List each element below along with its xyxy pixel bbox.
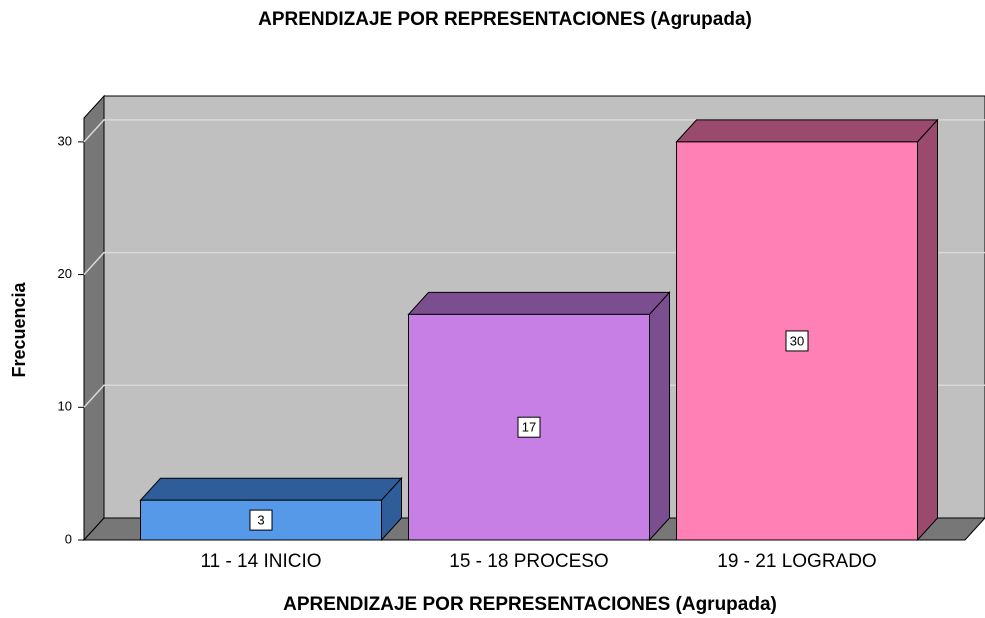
x-tick-label: 15 - 18 PROCESO — [449, 551, 608, 572]
y-tick-label: 10 — [58, 399, 72, 414]
bar-side — [649, 291, 670, 542]
y-tick-label: 30 — [58, 133, 72, 148]
y-axis-label: Frecuencia — [9, 281, 29, 377]
data-label-box — [249, 509, 273, 531]
data-label: 17 — [522, 420, 536, 435]
bar-top — [407, 291, 671, 315]
data-label: 30 — [790, 333, 804, 348]
data-label: 3 — [257, 513, 264, 528]
data-label-box — [785, 330, 809, 352]
x-tick-label: 11 - 14 INICIO — [200, 551, 321, 572]
data-label-box — [517, 416, 541, 438]
x-axis-label: APRENDIZAJE POR REPRESENTACIONES (Agrupa… — [283, 594, 777, 615]
chart-title: APRENDIZAJE POR REPRESENTACIONES (Agrupa… — [258, 9, 752, 30]
x-tick-label: 19 - 21 LOGRADO — [717, 551, 876, 572]
bar-top — [675, 119, 939, 143]
bar-top — [139, 477, 403, 501]
bar-side — [917, 118, 938, 542]
y-tick-label: 20 — [58, 266, 72, 281]
left-wall — [83, 94, 105, 542]
grid-line — [83, 119, 985, 143]
y-tick-label: 0 — [65, 531, 72, 546]
